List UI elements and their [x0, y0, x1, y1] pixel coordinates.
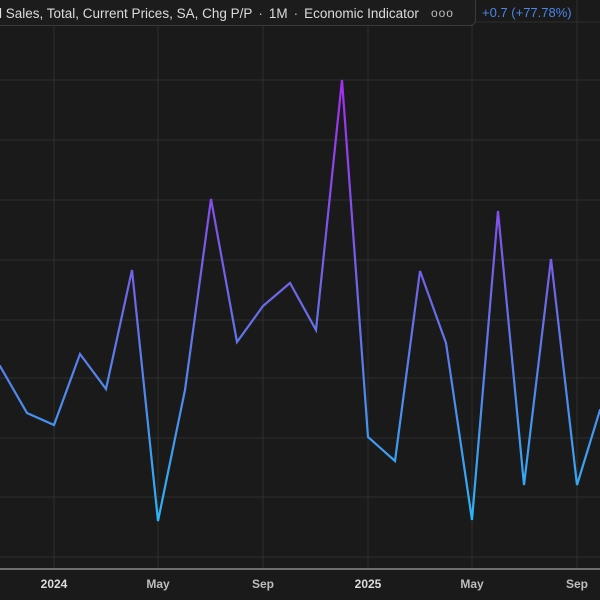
category-label: Economic Indicator [304, 5, 419, 21]
more-options-icon[interactable]: ooo [430, 6, 454, 20]
vertical-gridlines [53, 0, 578, 569]
x-tick-label: May [146, 577, 170, 591]
separator: · [293, 5, 299, 21]
frequency-label: 1M [268, 5, 288, 21]
data-series-line[interactable] [0, 79, 600, 522]
change-value: +0.7 (+77.78%) [482, 5, 572, 20]
x-tick-label: Sep [251, 577, 275, 591]
x-tick-label: 2025 [354, 577, 382, 591]
x-tick-label: May [460, 577, 484, 591]
indicator-title: l Sales, Total, Current Prices, SA, Chg … [0, 5, 253, 21]
indicator-header[interactable]: l Sales, Total, Current Prices, SA, Chg … [0, 0, 476, 26]
separator: · [258, 5, 263, 21]
x-tick-label: Sep [565, 577, 589, 591]
x-tick-label: 2024 [40, 577, 68, 591]
horizontal-gridlines [0, 21, 600, 558]
